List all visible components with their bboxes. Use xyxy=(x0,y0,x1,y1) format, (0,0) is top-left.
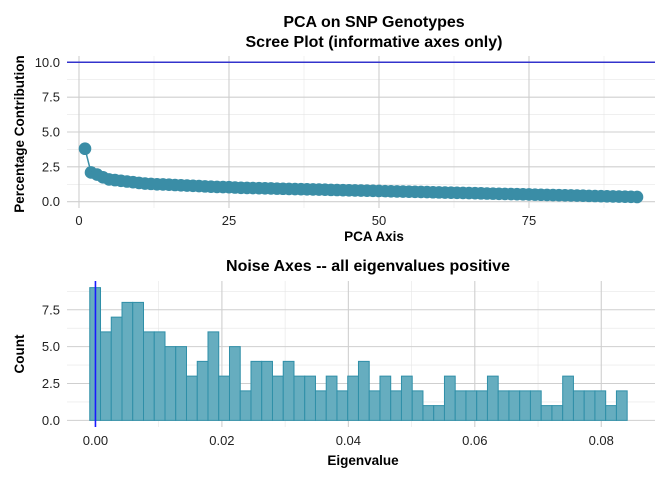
histogram-bar xyxy=(143,331,155,421)
histogram-bar xyxy=(304,375,316,421)
histogram-bar xyxy=(422,405,435,421)
histogram-bar xyxy=(207,331,220,421)
scree-point xyxy=(78,142,92,156)
histogram-bar xyxy=(110,316,123,421)
histogram-bar xyxy=(132,301,145,421)
histogram-bar xyxy=(594,390,607,421)
histogram-bar xyxy=(314,390,327,421)
scree-y-tick-label: 2.5 xyxy=(42,159,60,174)
histogram-y-tick-label: 2.5 xyxy=(42,376,60,391)
histogram-bar xyxy=(185,375,198,421)
histogram-bar xyxy=(529,390,542,421)
scree-x-tick-labels: 0 25 50 75 xyxy=(75,213,536,228)
histogram-x-tick-label: 0.08 xyxy=(589,433,614,448)
histogram-x-tick-label: 0.06 xyxy=(462,433,487,448)
histogram-bar xyxy=(271,375,284,421)
histogram-bar xyxy=(572,390,585,421)
histogram-bar xyxy=(282,360,295,421)
histogram-bar xyxy=(153,331,166,421)
histogram-bar xyxy=(336,390,349,421)
histogram-bar xyxy=(100,331,112,421)
histogram-y-tick-label: 7.5 xyxy=(42,302,60,317)
scree-title-line-1: PCA on SNP Genotypes xyxy=(283,14,464,31)
scree-x-axis-title: PCA Axis xyxy=(344,229,404,244)
histogram-bar xyxy=(390,390,402,421)
histogram-bar xyxy=(261,360,273,421)
histogram-bar xyxy=(325,375,338,421)
scree-y-axis-title: Percentage Contribution xyxy=(12,55,27,213)
histogram-x-tick-labels: 0.00 0.02 0.04 0.06 0.08 xyxy=(83,433,614,448)
histogram-bar xyxy=(486,375,499,421)
histogram-bar xyxy=(605,405,617,421)
scree-x-tick-label: 75 xyxy=(522,213,536,228)
scree-x-tick-label: 25 xyxy=(222,213,236,228)
histogram-bar xyxy=(218,375,230,421)
histogram-bar xyxy=(239,390,252,421)
scree-plot: PCA on SNP Genotypes Scree Plot (informa… xyxy=(12,14,655,244)
histogram-bar xyxy=(433,405,445,421)
scree-points xyxy=(78,142,644,204)
histogram-bar xyxy=(411,390,424,421)
histogram-bar xyxy=(196,360,209,421)
histogram-bar xyxy=(250,360,263,421)
histogram-bar xyxy=(347,375,359,421)
histogram-bar xyxy=(465,390,478,421)
histogram-y-axis-title: Count xyxy=(12,334,27,373)
histogram-bar xyxy=(540,405,553,421)
histogram-bar xyxy=(615,390,628,421)
scree-x-tick-label: 50 xyxy=(372,213,386,228)
histogram-bar xyxy=(497,390,510,421)
histogram-y-tick-label: 0.0 xyxy=(42,413,60,428)
histogram-x-tick-label: 0.02 xyxy=(209,433,234,448)
histogram-bar xyxy=(400,375,413,421)
scree-y-tick-label: 7.5 xyxy=(42,90,60,105)
scree-y-tick-label: 5.0 xyxy=(42,125,60,140)
histogram-bar xyxy=(379,375,392,421)
histogram-bar xyxy=(562,375,574,421)
histogram-bar xyxy=(519,390,531,421)
histogram-x-tick-label: 0.04 xyxy=(336,433,361,448)
histogram-bar xyxy=(121,301,134,421)
histogram-bar xyxy=(293,375,306,421)
scree-y-tick-labels: 0.0 2.5 5.0 7.5 10.0 xyxy=(35,55,60,209)
histogram-x-tick-label: 0.00 xyxy=(83,433,108,448)
scree-y-tick-label: 0.0 xyxy=(42,194,60,209)
scree-title-line-2: Scree Plot (informative axes only) xyxy=(246,34,503,51)
noise-histogram: Noise Axes -- all eigenvalues positive 0… xyxy=(12,258,655,468)
histogram-bar xyxy=(454,390,467,421)
scree-point xyxy=(630,190,644,204)
histogram-bar xyxy=(476,390,488,421)
histogram-bar xyxy=(551,405,564,421)
histogram-bar xyxy=(175,346,187,421)
histogram-bar xyxy=(508,390,521,421)
histogram-y-tick-labels: 0.0 2.5 5.0 7.5 xyxy=(42,302,60,428)
histogram-bar xyxy=(368,390,381,421)
histogram-bar xyxy=(583,390,596,421)
histogram-bar xyxy=(357,360,370,421)
histogram-x-axis-title: Eigenvalue xyxy=(327,453,399,468)
histogram-bar xyxy=(164,346,177,421)
histogram-title: Noise Axes -- all eigenvalues positive xyxy=(226,258,510,275)
scree-y-tick-label: 10.0 xyxy=(35,55,60,70)
histogram-bars xyxy=(89,287,628,421)
scree-x-tick-label: 0 xyxy=(75,213,82,228)
histogram-bar xyxy=(228,346,241,421)
histogram-y-tick-label: 5.0 xyxy=(42,339,60,354)
histogram-bar xyxy=(443,375,456,421)
